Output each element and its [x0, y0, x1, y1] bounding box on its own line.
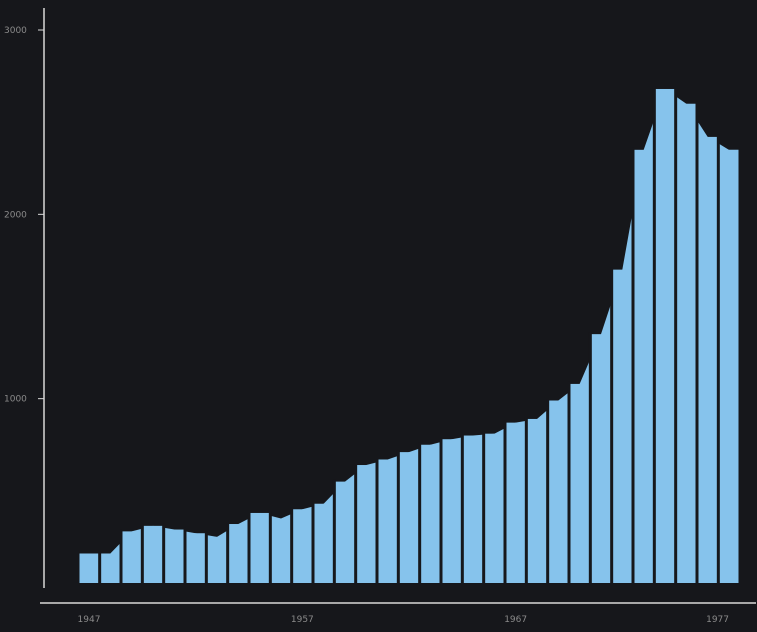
bar-1962 [399, 452, 419, 583]
x-tick-label: 1957 [291, 615, 314, 625]
bar-1966 [484, 433, 504, 583]
bar-1968 [527, 418, 547, 583]
bar-1973 [634, 149, 654, 584]
bar-1957 [292, 509, 312, 583]
bar-1967 [506, 422, 526, 583]
bar-1960 [356, 465, 376, 583]
x-ticks: 1947 1957 1967 1977 [78, 615, 729, 625]
y-tick-label: 2000 [4, 210, 27, 220]
bar-1977 [719, 149, 739, 584]
bar-1964 [442, 439, 462, 583]
bars [79, 86, 739, 584]
bar-1970 [570, 383, 590, 583]
y-tick-label: 1000 [4, 395, 27, 405]
bar-1958 [314, 503, 334, 583]
bar-1951 [164, 529, 184, 583]
x-tick-label: 1947 [78, 615, 101, 625]
bar-1961 [378, 459, 398, 583]
bar-1956 [271, 518, 291, 583]
bar-1976 [698, 136, 718, 583]
y-ticks: 1000 2000 3000 [4, 26, 44, 405]
bar-1955 [250, 512, 270, 583]
bar-1952 [186, 533, 206, 583]
bar-1950 [143, 525, 163, 583]
bar-1971 [591, 334, 611, 583]
bar-1949 [122, 531, 142, 583]
bar-1947 [79, 553, 99, 583]
bar-1963 [420, 444, 440, 583]
bar-1974 [655, 88, 675, 583]
bar-1954 [228, 524, 248, 583]
bar-1972 [612, 269, 632, 583]
bar-1953 [207, 536, 227, 583]
bar-1975 [676, 103, 696, 583]
x-tick-label: 1977 [706, 615, 729, 625]
y-tick-label: 3000 [4, 26, 27, 36]
bar-1965 [463, 435, 483, 583]
bar-1959 [335, 481, 355, 583]
bar-1948 [100, 553, 120, 583]
bar-1969 [548, 400, 568, 583]
x-tick-label: 1967 [504, 615, 527, 625]
